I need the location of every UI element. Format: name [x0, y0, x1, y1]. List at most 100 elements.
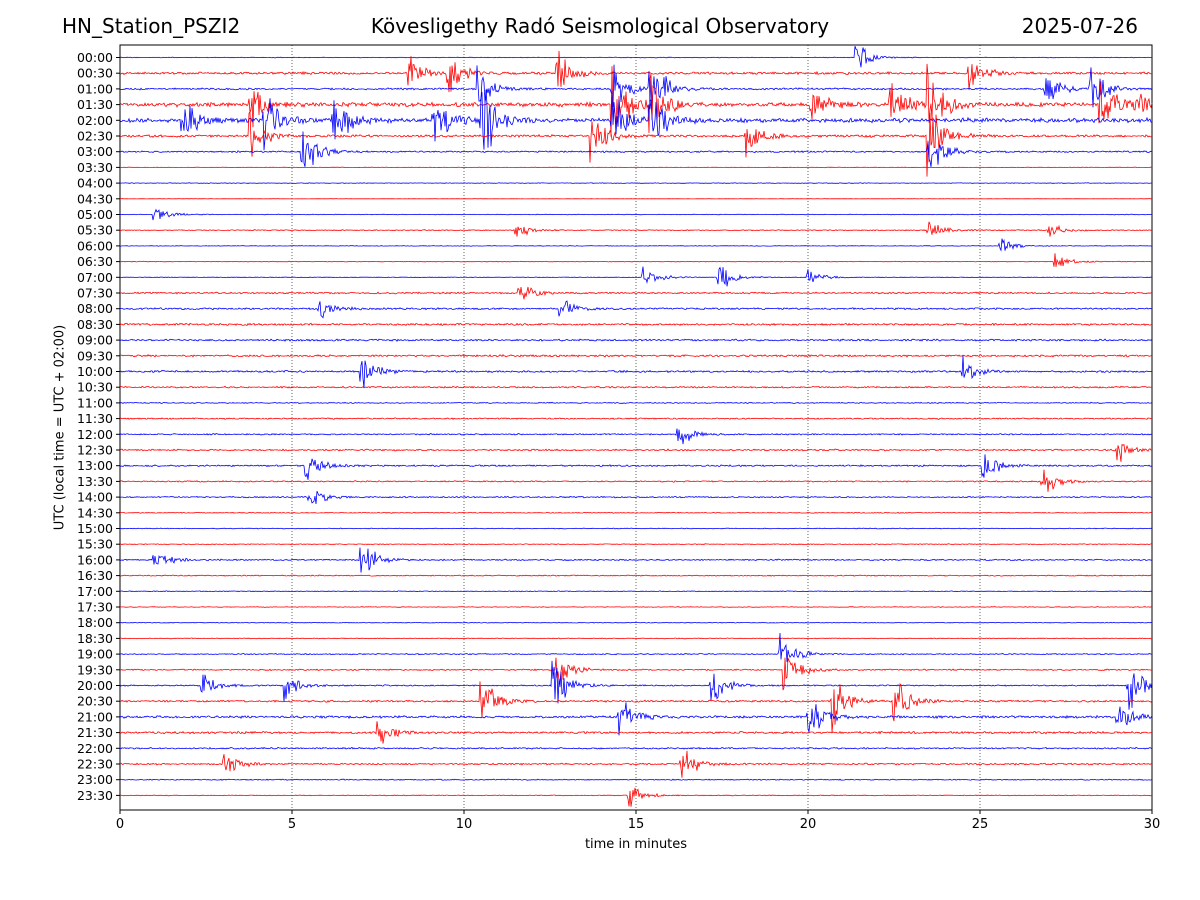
y-tick-label-15:30: 15:30	[77, 537, 113, 552]
trace-16:30	[119, 574, 1153, 577]
trace-23:00	[119, 778, 1153, 781]
y-tick-label-10:30: 10:30	[77, 380, 113, 395]
trace-17:00	[119, 590, 1153, 593]
trace-01:00	[119, 64, 1153, 108]
y-tick-label-11:00: 11:00	[77, 395, 113, 410]
trace-19:30	[119, 657, 1153, 691]
trace-01:30	[119, 63, 1153, 137]
y-tick-label-07:00: 07:00	[77, 270, 113, 285]
trace-06:30	[120, 253, 1153, 267]
y-tick-label-17:00: 17:00	[77, 584, 113, 599]
y-tick-label-05:30: 05:30	[77, 223, 113, 238]
chart-date: 2025-07-26	[1021, 14, 1138, 38]
x-tick-label-10: 10	[456, 817, 473, 832]
y-tick-label-01:30: 01:30	[77, 97, 113, 112]
y-tick-label-07:30: 07:30	[77, 286, 113, 301]
y-tick-label-05:00: 05:00	[77, 207, 113, 222]
x-axis-ticks: 0 5 10 15 20 25 30	[116, 810, 1160, 832]
y-tick-label-13:00: 13:00	[77, 458, 113, 473]
trace-10:30	[119, 385, 1153, 389]
y-tick-label-11:30: 11:30	[77, 411, 113, 426]
trace-17:30	[120, 606, 1152, 608]
x-tick-label-30: 30	[1144, 817, 1161, 832]
y-tick-label-01:00: 01:00	[77, 81, 113, 96]
y-tick-label-17:30: 17:30	[77, 600, 113, 615]
y-tick-label-12:00: 12:00	[77, 427, 113, 442]
y-tick-label-09:30: 09:30	[77, 348, 113, 363]
trace-00:00	[119, 45, 1152, 68]
x-tick-label-5: 5	[288, 817, 296, 832]
trace-13:30	[119, 469, 1153, 492]
y-tick-label-20:00: 20:00	[77, 678, 113, 693]
trace-21:30	[119, 721, 1153, 744]
y-tick-label-14:30: 14:30	[77, 505, 113, 520]
trace-02:30	[119, 110, 1153, 177]
trace-02:00	[119, 89, 1152, 151]
trace-04:00	[119, 182, 1153, 184]
trace-18:30	[119, 637, 1153, 640]
trace-05:30	[119, 221, 1153, 237]
trace-12:30	[119, 443, 1153, 462]
trace-13:00	[119, 454, 1153, 480]
trace-08:00	[119, 300, 1153, 319]
y-tick-label-22:00: 22:00	[77, 741, 113, 756]
y-tick-label-13:30: 13:30	[77, 474, 113, 489]
trace-22:30	[119, 750, 1153, 778]
y-tick-label-03:00: 03:00	[77, 144, 113, 159]
trace-09:00	[119, 338, 1153, 342]
y-tick-label-18:00: 18:00	[77, 615, 113, 630]
trace-11:30	[119, 417, 1152, 420]
x-tick-label-15: 15	[628, 817, 645, 832]
y-tick-label-20:30: 20:30	[77, 694, 113, 709]
y-tick-label-04:00: 04:00	[77, 176, 113, 191]
trace-20:30	[119, 681, 1153, 733]
trace-12:00	[119, 428, 1153, 445]
trace-05:00	[119, 208, 1153, 221]
trace-03:00	[119, 131, 1153, 167]
y-tick-label-16:30: 16:30	[77, 568, 113, 583]
y-tick-label-19:00: 19:00	[77, 647, 113, 662]
y-tick-label-22:30: 22:30	[77, 757, 113, 772]
y-tick-label-06:30: 06:30	[77, 254, 113, 269]
y-tick-label-06:00: 06:00	[77, 238, 113, 253]
y-tick-label-04:30: 04:30	[77, 191, 113, 206]
y-tick-label-15:00: 15:00	[77, 521, 113, 536]
station-name: HN_Station_PSZI2	[62, 14, 241, 38]
y-tick-label-09:00: 09:00	[77, 333, 113, 348]
traces	[119, 45, 1153, 807]
trace-14:30	[119, 511, 1153, 514]
trace-07:00	[119, 266, 1153, 287]
trace-15:00	[119, 527, 1153, 530]
x-axis-label: time in minutes	[584, 837, 688, 852]
trace-10:00	[119, 355, 1153, 389]
trace-18:00	[119, 621, 1153, 624]
y-tick-label-12:30: 12:30	[77, 443, 113, 458]
y-tick-label-10:00: 10:00	[77, 364, 113, 379]
y-tick-label-02:00: 02:00	[77, 113, 113, 128]
trace-08:30	[119, 322, 1153, 327]
trace-09:30	[119, 354, 1153, 358]
trace-15:30	[119, 543, 1153, 546]
trace-16:00	[119, 547, 1153, 573]
y-tick-label-00:00: 00:00	[77, 50, 113, 65]
x-tick-label-20: 20	[800, 817, 817, 832]
y-tick-label-03:30: 03:30	[77, 160, 113, 175]
trace-11:00	[119, 401, 1153, 404]
trace-00:30	[119, 50, 1152, 93]
y-tick-label-21:30: 21:30	[77, 725, 113, 740]
trace-23:30	[120, 787, 1153, 807]
y-tick-label-19:30: 19:30	[77, 662, 113, 677]
trace-20:00	[119, 660, 1153, 710]
y-tick-label-14:00: 14:00	[77, 490, 113, 505]
x-tick-label-25: 25	[972, 817, 989, 832]
y-tick-label-16:00: 16:00	[77, 552, 113, 567]
trace-03:30	[119, 166, 1153, 169]
y-tick-label-18:30: 18:30	[77, 631, 113, 646]
trace-21:00	[119, 702, 1153, 736]
y-tick-label-21:00: 21:00	[77, 709, 113, 724]
y-tick-label-23:30: 23:30	[77, 788, 113, 803]
trace-19:00	[120, 632, 1153, 663]
y-tick-label-08:30: 08:30	[77, 317, 113, 332]
trace-07:30	[119, 286, 1152, 300]
